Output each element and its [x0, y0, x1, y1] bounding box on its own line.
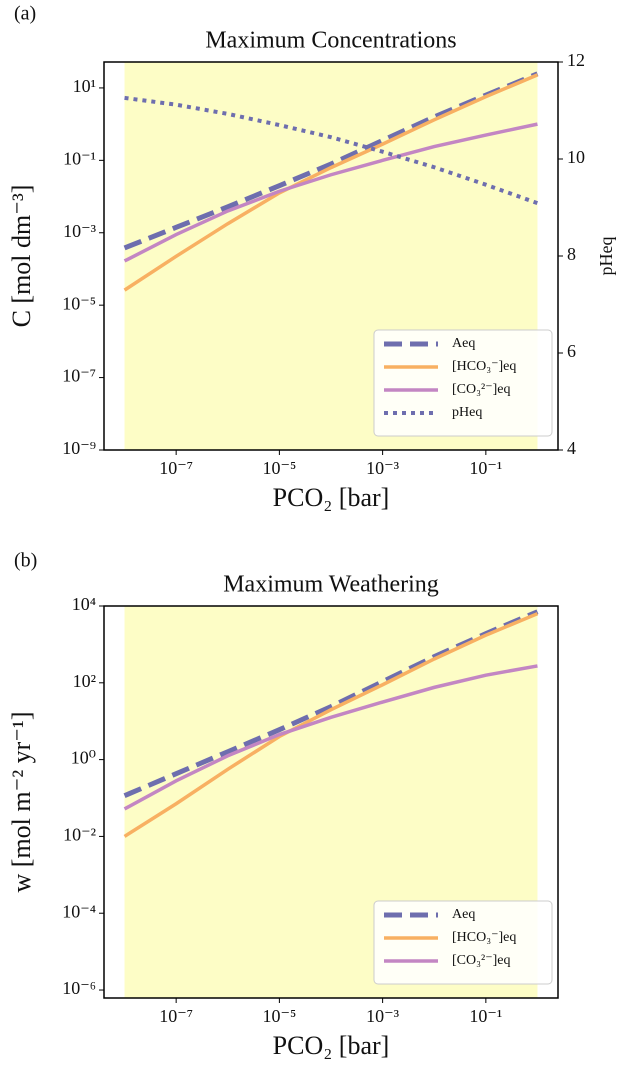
y2-tick-label: 8 [567, 244, 576, 264]
legend-label: Aeq [452, 336, 475, 351]
legend-label: Aeq [452, 907, 475, 922]
plot-frame [103, 61, 559, 451]
panel-label: (a) [14, 3, 36, 25]
legend-label: [HCO₃⁻]eq [452, 930, 516, 945]
chart-title: Maximum Concentrations [205, 28, 456, 54]
y-tick-label: 10⁻² [63, 825, 96, 845]
x-tick-label: 10⁻⁷ [159, 458, 193, 478]
x-tick-label: 10⁻³ [366, 458, 400, 478]
y-tick-label: 10¹ [73, 76, 96, 96]
y-tick-label: 10⁻⁶ [62, 978, 96, 998]
x-tick-label: 10⁻⁷ [159, 1006, 193, 1026]
y2-axis-label: pHeq [596, 237, 616, 276]
y-axis-label: C [mol dm⁻³] [7, 185, 36, 328]
panel-label: (b) [14, 550, 37, 572]
x-axis-label: PCO₂ [bar] [273, 1031, 390, 1060]
series-line [123, 122, 538, 263]
y-tick-label: 10⁰ [71, 748, 96, 768]
y2-tick-label: 6 [567, 341, 576, 361]
x-tick-label: 10⁻¹ [469, 1006, 502, 1026]
y-tick-label: 10⁻¹ [63, 148, 96, 168]
y-tick-label: 10⁻⁴ [62, 901, 96, 921]
plot-frame [103, 605, 559, 999]
legend-box [373, 329, 553, 437]
y-axis-label: w [mol m⁻² yr⁻¹] [7, 712, 36, 893]
y2-tick-label: 12 [567, 50, 585, 70]
y-tick-label: 10⁻⁹ [62, 438, 96, 458]
series-line [123, 664, 538, 811]
legend-label: pHeq [452, 405, 482, 420]
chart-title: Maximum Weathering [223, 572, 439, 598]
series-line [123, 73, 539, 292]
y2-tick-label: 10 [567, 147, 585, 167]
y-tick-label: 10⁻⁵ [62, 293, 96, 313]
x-axis-label: PCO₂ [bar] [273, 483, 390, 512]
y-tick-label: 10⁻⁷ [62, 366, 96, 386]
series-line [123, 612, 539, 838]
legend-box [373, 900, 553, 985]
y-tick-label: 10⁻³ [63, 221, 97, 241]
y2-tick-label: 4 [567, 438, 576, 458]
y-tick-label: 10⁴ [72, 594, 96, 614]
x-tick-label: 10⁻⁵ [262, 458, 296, 478]
x-tick-label: 10⁻³ [366, 1006, 400, 1026]
x-tick-label: 10⁻⁵ [262, 1006, 296, 1026]
x-tick-label: 10⁻¹ [469, 458, 502, 478]
legend-label: [CO₃²⁻]eq [452, 953, 510, 968]
y-tick-label: 10² [73, 671, 96, 691]
legend-label: [CO₃²⁻]eq [452, 382, 510, 397]
legend-label: [HCO₃⁻]eq [452, 359, 516, 374]
series-line [124, 95, 539, 206]
